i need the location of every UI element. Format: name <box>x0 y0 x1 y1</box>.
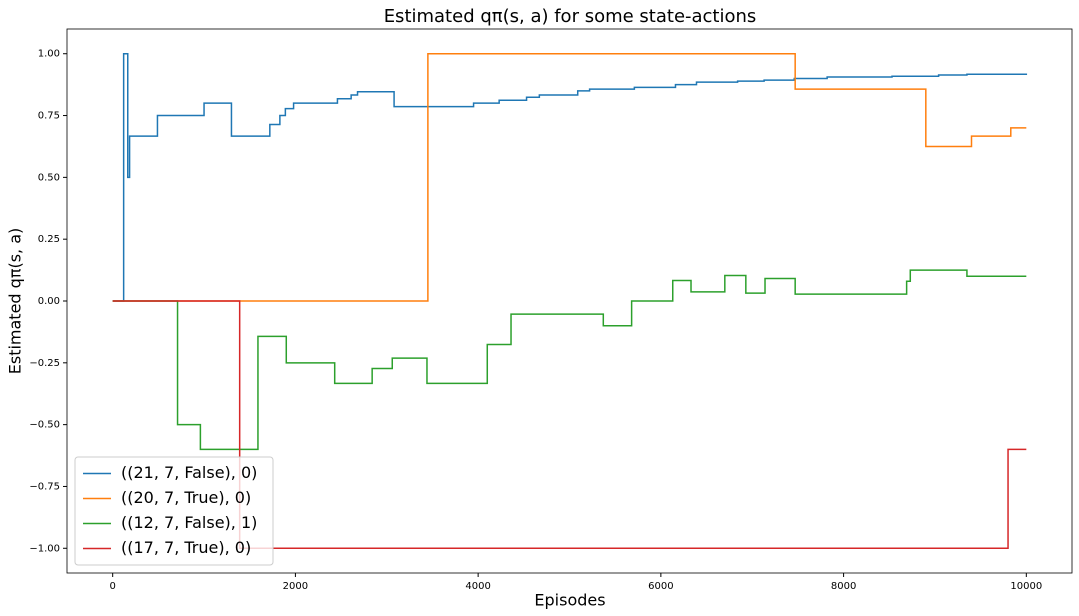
legend-box <box>74 456 274 566</box>
x-tick-label: 8000 <box>831 581 856 592</box>
x-tick-label: 0 <box>109 581 115 592</box>
y-tick-label: −1.00 <box>29 543 60 554</box>
x-tick-label: 4000 <box>465 581 490 592</box>
legend-label: ((20, 7, True), 0) <box>121 488 251 507</box>
y-tick-label: 1.00 <box>38 49 60 60</box>
series-line <box>112 52 1028 302</box>
y-tick-label: 0.25 <box>38 234 60 245</box>
legend-label: ((12, 7, False), 1) <box>121 513 257 532</box>
x-tick-label: 10000 <box>1010 581 1042 592</box>
y-tick-label: −0.25 <box>29 358 60 369</box>
series-line <box>112 52 1027 302</box>
y-tick-label: −0.50 <box>29 420 60 431</box>
plot-frame <box>66 28 1073 574</box>
legend-label: ((17, 7, True), 0) <box>121 538 251 557</box>
y-tick-label: 0.75 <box>38 111 60 122</box>
series-line <box>112 269 1027 451</box>
legend-label: ((21, 7, False), 0) <box>121 463 257 482</box>
y-tick-label: 0.00 <box>38 296 60 307</box>
x-tick-label: 2000 <box>283 581 308 592</box>
x-tick-label: 6000 <box>648 581 673 592</box>
x-axis-label: Episodes <box>534 591 605 610</box>
chart-title: Estimated qπ(s, a) for some state-action… <box>384 6 757 27</box>
series-line <box>112 300 1027 550</box>
y-axis-label: Estimated qπ(s, a) <box>6 228 25 375</box>
y-tick-label: 0.50 <box>38 172 60 183</box>
y-tick-label: −0.75 <box>29 481 60 492</box>
